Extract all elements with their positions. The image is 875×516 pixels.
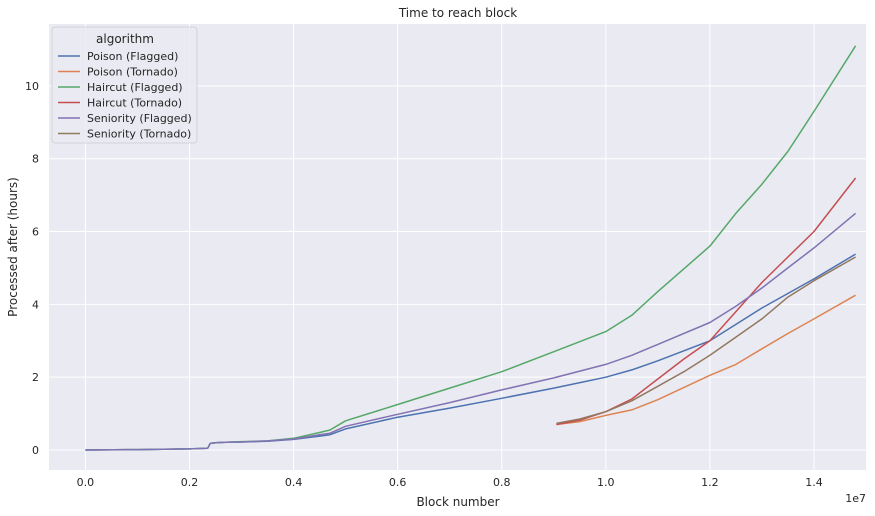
- y-tick-label: 0: [32, 444, 39, 457]
- y-tick-label: 2: [32, 371, 39, 384]
- legend-title: algorithm: [96, 32, 154, 46]
- x-tick-label: 1.4: [805, 476, 823, 489]
- y-tick-label: 10: [25, 80, 39, 93]
- x-scale-label: 1e7: [845, 492, 866, 505]
- x-tick-label: 1.0: [597, 476, 615, 489]
- legend-entry-seniority-tornado: Seniority (Tornado): [87, 128, 191, 141]
- legend-entry-poison-tornado: Poison (Tornado): [87, 66, 178, 79]
- legend-entry-haircut-flagged: Haircut (Flagged): [87, 81, 183, 94]
- legend: algorithm Poison (Flagged) Poison (Tornad…: [51, 26, 198, 144]
- x-tick-label: 0.4: [285, 476, 303, 489]
- x-tick-label: 0.2: [181, 476, 199, 489]
- y-axis-title: Processed after (hours): [6, 177, 20, 317]
- legend-entry-seniority-flagged: Seniority (Flagged): [87, 112, 192, 125]
- chart-title: Time to reach block: [398, 6, 517, 20]
- legend-entry-haircut-tornado: Haircut (Tornado): [87, 97, 182, 110]
- grid: [49, 24, 866, 470]
- series-lines: [85, 45, 857, 451]
- x-axis-title: Block number: [416, 495, 499, 509]
- y-tick-label: 8: [32, 153, 39, 166]
- series-line-seniority-tornado: [556, 256, 856, 425]
- legend-entry-poison-flagged: Poison (Flagged): [87, 50, 178, 63]
- y-tick-label: 6: [32, 226, 39, 239]
- legend-box: [51, 26, 198, 144]
- x-tick-label: 0.8: [493, 476, 511, 489]
- series-line-poison-tornado: [556, 294, 856, 426]
- y-tick-label: 4: [32, 298, 39, 311]
- series-line-seniority-flagged: [85, 212, 857, 451]
- x-tick-label: 0.6: [389, 476, 407, 489]
- tick-labels: 0.0 0.2 0.4 0.6 0.8 1.0 1.2 1.4 0 2 4 6 8 10: [25, 80, 823, 489]
- x-tick-label: 1.2: [701, 476, 719, 489]
- x-tick-label: 0.0: [77, 476, 95, 489]
